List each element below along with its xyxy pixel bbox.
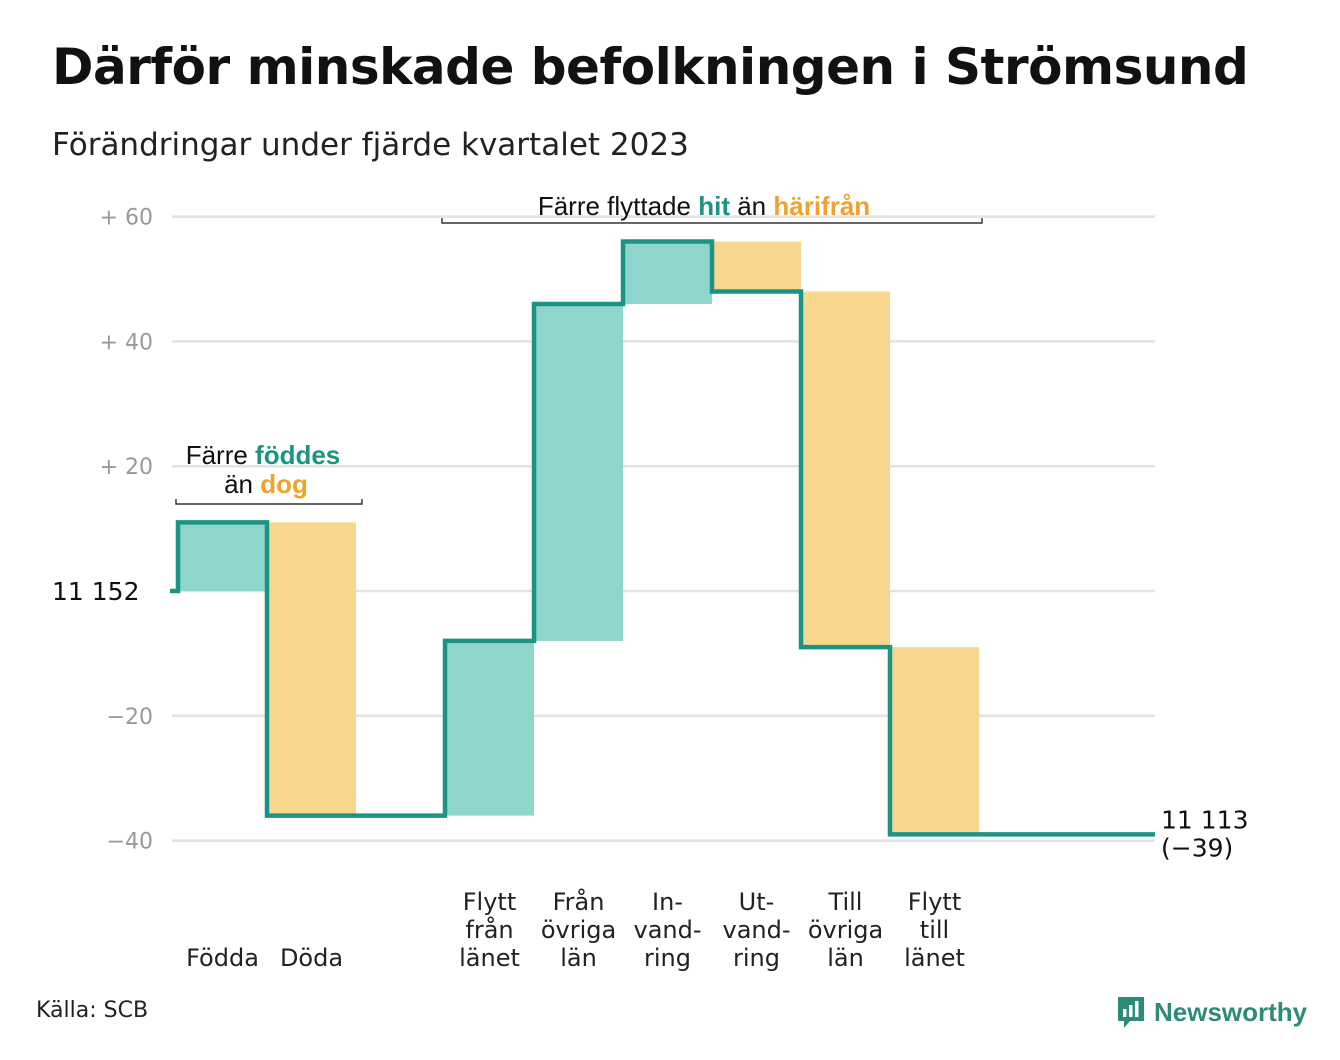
x-category-label: län [827, 944, 864, 972]
x-category-label: Flytt [463, 888, 517, 916]
y-tick-label: + 60 [100, 206, 153, 231]
logo-text: Newsworthy [1154, 996, 1308, 1027]
chart-title: Därför minskade befolkningen i Strömsund [52, 38, 1249, 96]
chart-subtitle: Förändringar under fjärde kvartalet 2023 [52, 127, 689, 163]
annotation-bracket [175, 499, 363, 505]
annotation-text: än dog [224, 469, 308, 499]
x-category-label: från [465, 915, 513, 944]
step-line [170, 239, 1155, 837]
x-category-label: övriga [541, 916, 616, 944]
x-category-label: länet [904, 944, 965, 972]
x-category-label: Döda [280, 944, 343, 972]
annotation-text: Färre flyttade hit än härifrån [538, 191, 870, 221]
x-category-label: övriga [808, 916, 883, 944]
newsworthy-logo-icon [1118, 997, 1144, 1028]
end-change-label: (−39) [1161, 833, 1233, 862]
annotation-segment: än [730, 191, 773, 221]
x-category-label: ring [733, 944, 780, 972]
annotation-segment: Färre [186, 440, 255, 470]
annotation-segment: hit [698, 191, 730, 221]
start-value-label: 11 152 [52, 577, 139, 606]
bar-increase [445, 640, 534, 816]
bar-increase [534, 303, 623, 641]
x-category-label: Från [553, 887, 605, 916]
annotation-segment: föddes [255, 440, 340, 470]
y-tick-label: + 20 [100, 455, 153, 480]
source-note: Källa: SCB [36, 998, 149, 1023]
x-category-label: Flytt [908, 888, 962, 916]
y-tick-label: + 40 [100, 330, 153, 355]
y-tick-label: −20 [107, 705, 153, 730]
x-category-label: länet [459, 944, 520, 972]
annotation-bracket [441, 218, 983, 224]
bar-decrease [890, 647, 979, 835]
bar-decrease [267, 522, 356, 816]
annotation-segment: än [224, 469, 260, 499]
end-value-label: 11 113 [1161, 805, 1248, 834]
bar-increase [178, 522, 267, 591]
x-category-label: Ut- [739, 888, 775, 916]
bar-decrease [712, 241, 801, 292]
annotation-text: Färre föddes [186, 440, 341, 470]
x-category-label: vand- [633, 916, 701, 944]
newsworthy-logo[interactable]: Newsworthy [1116, 994, 1307, 1030]
bar-increase [623, 241, 712, 304]
annotation-segment: Färre flyttade [538, 191, 698, 221]
x-category-label: län [560, 944, 597, 972]
bar-decrease [801, 291, 890, 648]
x-category-label: In- [652, 888, 683, 916]
x-category-label: Födda [186, 944, 259, 972]
x-category-label: ring [644, 944, 691, 972]
bars [178, 241, 979, 835]
cumulative-step-line [170, 239, 1155, 837]
y-tick-label: −40 [107, 830, 153, 855]
x-category-label: Till [828, 888, 863, 916]
annotation-segment: härifrån [773, 191, 870, 221]
x-category-label: vand- [722, 916, 790, 944]
annotation-segment: dog [260, 469, 308, 499]
x-category-label: till [920, 916, 949, 944]
